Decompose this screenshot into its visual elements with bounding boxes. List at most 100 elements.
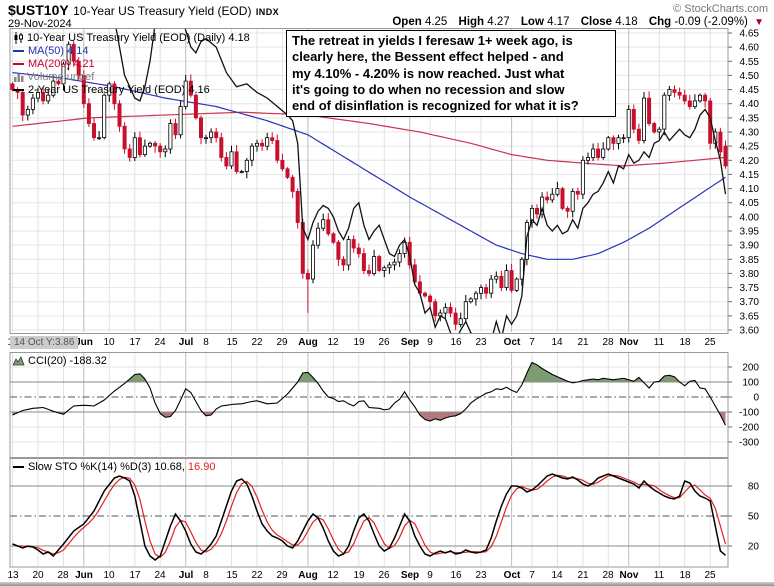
hover-readout: 14 Oct Y:3.86 xyxy=(10,336,79,349)
x-tick-label: 19 xyxy=(353,337,365,348)
cci-indicator-chart[interactable]: 200 100 0 -100 -200 -300 xyxy=(0,352,774,458)
svg-text:3.80: 3.80 xyxy=(740,269,760,280)
x-tick-label: Sep xyxy=(400,570,420,581)
x-tick-label: 25 xyxy=(704,337,716,348)
x-tick-label: Aug xyxy=(298,570,318,581)
open-label: Open xyxy=(392,16,422,28)
x-tick-label: 29 xyxy=(276,570,288,581)
line-icon xyxy=(13,49,24,52)
svg-text:4.15: 4.15 xyxy=(740,170,760,181)
x-tick-label: 24 xyxy=(154,570,166,581)
x-tick-label: 8 xyxy=(203,570,209,581)
svg-text:4.65: 4.65 xyxy=(740,29,760,40)
x-tick-label: 11 xyxy=(653,337,665,348)
svg-text:4.25: 4.25 xyxy=(740,142,760,153)
svg-text:4.60: 4.60 xyxy=(740,43,760,54)
stochastic-indicator-chart[interactable]: 80 50 20 xyxy=(0,458,774,568)
candlestick-icon xyxy=(13,31,24,44)
line-icon xyxy=(13,466,24,468)
x-tick-label: 20 xyxy=(32,570,44,581)
x-tick-label: Oct xyxy=(503,570,521,581)
svg-text:4.10: 4.10 xyxy=(740,184,760,195)
x-tick-label: 7 xyxy=(529,337,535,348)
legend-ma200-row: MA(200) 4.21 xyxy=(13,57,250,70)
x-tick-label: 26 xyxy=(378,570,390,581)
area-chart-icon xyxy=(13,356,25,366)
svg-text:4.35: 4.35 xyxy=(740,113,760,124)
high-label: High xyxy=(458,16,485,28)
x-tick-label: 28 xyxy=(602,570,614,581)
svg-text:0: 0 xyxy=(753,393,759,404)
x-tick-label: 28 xyxy=(57,570,69,581)
x-tick-label: 8 xyxy=(203,337,209,348)
x-tick-label: Nov xyxy=(619,337,639,348)
sto-d-value: 16.90 xyxy=(187,461,216,473)
x-tick-label: 21 xyxy=(577,337,589,348)
svg-text:4.00: 4.00 xyxy=(740,212,760,223)
x-tick-label: 17 xyxy=(129,570,141,581)
legend-ma200-label: MA(200) 4.21 xyxy=(28,57,95,70)
copyright: © StockCharts.com xyxy=(673,3,768,15)
x-tick-label: 10 xyxy=(103,570,115,581)
svg-text:4.20: 4.20 xyxy=(740,156,760,167)
main-legend: 10-Year US Treasury Yield (EOD) (Daily) … xyxy=(13,31,250,97)
line-icon xyxy=(13,89,24,92)
x-tick-label: 28 xyxy=(602,337,614,348)
low-label: Low xyxy=(520,16,544,28)
x-tick-label: 25 xyxy=(704,570,716,581)
svg-text:100: 100 xyxy=(742,378,759,389)
svg-text:80: 80 xyxy=(748,482,760,493)
sto-legend-label: Slow STO %K(14) %D(3) 10.68, xyxy=(28,461,185,473)
legend-ma50-row: MA(50) 4.14 xyxy=(13,44,250,57)
svg-text:-200: -200 xyxy=(739,423,759,434)
x-tick-label: 9 xyxy=(427,337,433,348)
x-tick-label: Oct xyxy=(503,337,521,348)
line-icon xyxy=(13,62,24,65)
legend-2year-label: 2-Year US Treasury Yield (EOD) 4.16 xyxy=(28,84,210,97)
sto-legend: Slow STO %K(14) %D(3) 10.68, 16.90 xyxy=(13,461,215,473)
legend-2year-row: 2-Year US Treasury Yield (EOD) 4.16 xyxy=(13,84,250,97)
quote-bar: Open 4.25 High 4.27 Low 4.17 Close 4.18 … xyxy=(392,16,764,28)
x-axis-mid: 132028Jun101724Jul8152229Aug121926Sep916… xyxy=(0,337,774,350)
volume-bars-icon xyxy=(13,72,24,83)
legend-ma50-label: MA(50) 4.14 xyxy=(28,44,89,57)
instrument-name: 10-Year US Treasury Yield (EOD) xyxy=(73,4,252,18)
x-tick-label: 10 xyxy=(103,337,115,348)
chg-label: Chg xyxy=(648,16,672,28)
chg-value: -0.09 (-2.09%) xyxy=(674,16,748,28)
x-tick-label: Jul xyxy=(178,337,194,348)
x-tick-label: 13 xyxy=(7,570,19,581)
svg-text:3.95: 3.95 xyxy=(740,227,760,238)
svg-text:4.30: 4.30 xyxy=(740,128,760,139)
svg-text:3.65: 3.65 xyxy=(740,311,760,322)
x-tick-label: 15 xyxy=(226,570,238,581)
x-tick-label: 7 xyxy=(529,570,535,581)
x-tick-label: 16 xyxy=(450,337,462,348)
open-value: 4.25 xyxy=(424,16,448,28)
annotation-note: The retreat in yields I feresaw 1+ week … xyxy=(286,30,616,118)
x-tick-label: 14 xyxy=(551,337,563,348)
svg-text:4.40: 4.40 xyxy=(740,99,760,110)
bottom-border-strip xyxy=(0,582,774,586)
svg-text:4.05: 4.05 xyxy=(740,198,760,209)
x-tick-label: 26 xyxy=(378,337,390,348)
down-arrow-icon: ▼ xyxy=(754,17,764,28)
x-tick-label: Jun xyxy=(75,570,93,581)
x-tick-label: 12 xyxy=(327,337,339,348)
legend-price-row: 10-Year US Treasury Yield (EOD) (Daily) … xyxy=(13,31,250,44)
svg-text:4.45: 4.45 xyxy=(740,85,760,96)
svg-text:4.50: 4.50 xyxy=(740,71,760,82)
low-value: 4.17 xyxy=(547,16,570,28)
x-tick-label: 14 xyxy=(551,570,563,581)
close-label: Close xyxy=(580,16,613,28)
x-tick-label: 15 xyxy=(226,337,238,348)
x-tick-label: 16 xyxy=(450,570,462,581)
x-axis-bottom: 13 20 28 Jun 10 17 24 Jul 8 15 22 29 Aug 12 19 26 Sep 9 16… xyxy=(0,570,774,583)
svg-text:3.60: 3.60 xyxy=(740,326,760,335)
x-tick-label: 12 xyxy=(327,570,339,581)
svg-text:50: 50 xyxy=(748,512,760,523)
chart-date: 29-Nov-2024 xyxy=(8,18,72,30)
x-tick-label: 18 xyxy=(679,337,691,348)
svg-text:-100: -100 xyxy=(739,408,759,419)
